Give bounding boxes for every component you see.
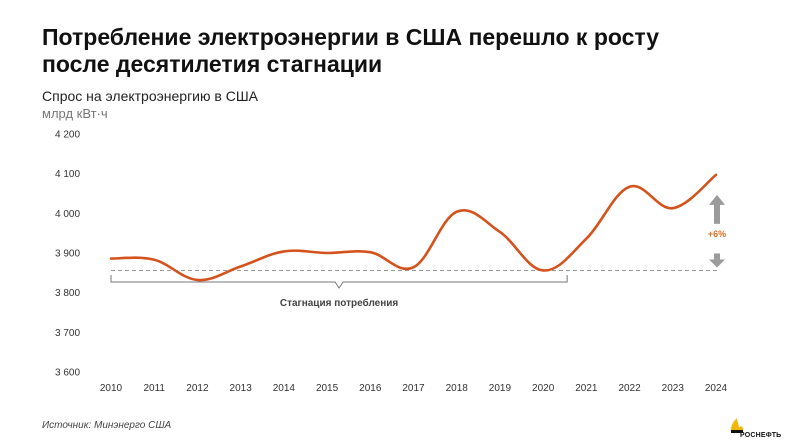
x-tick-label: 2021	[575, 383, 598, 394]
series-line	[109, 173, 718, 282]
x-tick-label: 2014	[273, 383, 296, 394]
x-tick-label: 2013	[230, 383, 253, 394]
rosneft-logo	[731, 418, 743, 433]
y-tick-label: 4 100	[55, 169, 80, 180]
x-tick-label: 2015	[316, 383, 339, 394]
x-tick-label: 2020	[532, 383, 555, 394]
x-tick-label: 2017	[402, 383, 425, 394]
source-note: Источник: Минэнерго США	[42, 420, 172, 431]
y-unit-label: млрд кВт·ч	[42, 106, 108, 121]
x-axis-ticks: 2010 2011 2012 2013 2014 2015 2016 2017 2018 2019…	[100, 383, 728, 394]
chart-title: Потребление электроэнергии в США перешло…	[42, 24, 660, 77]
stagnation-bracket	[110, 275, 568, 289]
x-tick-label: 2019	[489, 383, 512, 394]
growth-percent-label: +6%	[708, 229, 726, 239]
x-tick-label: 2023	[662, 383, 685, 394]
growth-arrow	[709, 194, 725, 268]
x-tick-label: 2018	[446, 383, 469, 394]
x-tick-label: 2010	[100, 383, 123, 394]
x-tick-label: 2022	[618, 383, 641, 394]
x-tick-label: 2016	[359, 383, 382, 394]
y-tick-label: 4 200	[55, 130, 80, 141]
y-tick-label: 3 900	[55, 249, 80, 260]
logo-text: РОСНЕФТЬ	[740, 432, 782, 439]
chart-subtitle: Спрос на электроэнергию в США	[42, 88, 258, 104]
y-tick-label: 3 700	[55, 328, 80, 339]
x-tick-label: 2024	[705, 383, 728, 394]
y-tick-label: 3 600	[55, 368, 80, 379]
stagnation-label: Стагнация потребления	[280, 297, 399, 309]
y-tick-label: 4 000	[55, 209, 80, 220]
x-tick-label: 2011	[143, 383, 165, 394]
y-axis-ticks: 3 600 3 700 3 800 3 900 4 000 4 100 4 200	[55, 130, 80, 379]
y-tick-label: 3 800	[55, 288, 80, 299]
x-tick-label: 2012	[186, 383, 209, 394]
